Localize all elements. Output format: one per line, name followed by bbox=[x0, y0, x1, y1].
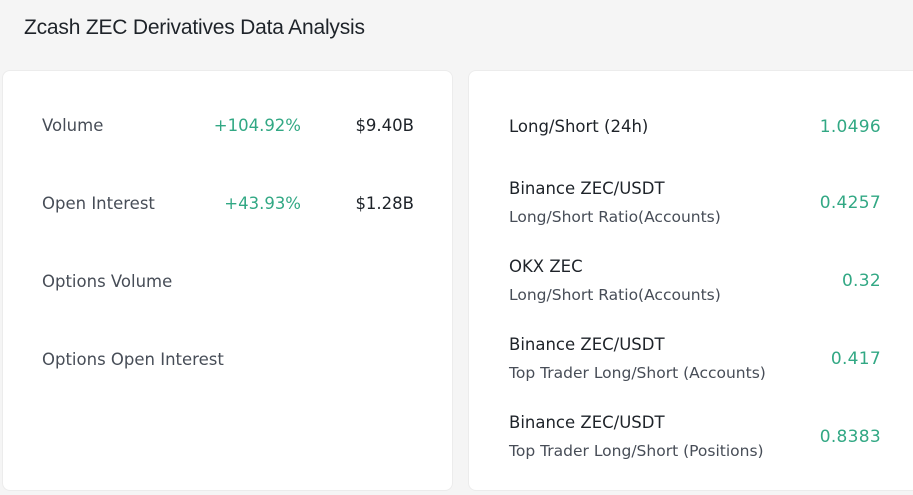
long-short-card: Long/Short (24h) 1.0496 Binance ZEC/USDT… bbox=[468, 70, 913, 491]
ratio-subtitle: Top Trader Long/Short (Positions) bbox=[509, 442, 764, 460]
ratio-row-long-short-24h: Long/Short (24h) 1.0496 bbox=[509, 117, 881, 139]
stat-row-volume: Volume +104.92% $9.40B bbox=[42, 116, 422, 140]
ratio-row-binance-accounts: Binance ZEC/USDT Long/Short Ratio(Accoun… bbox=[509, 179, 881, 229]
page-title: Zcash ZEC Derivatives Data Analysis bbox=[24, 16, 365, 39]
ratio-subtitle: Top Trader Long/Short (Accounts) bbox=[509, 364, 766, 382]
ratio-value: 0.4257 bbox=[819, 193, 881, 213]
ratio-title: Binance ZEC/USDT bbox=[509, 335, 665, 354]
stat-value: $9.40B bbox=[355, 116, 414, 135]
stat-label: Options Open Interest bbox=[42, 350, 224, 369]
ratio-row-binance-top-trader-positions: Binance ZEC/USDT Top Trader Long/Short (… bbox=[509, 413, 881, 463]
ratio-row-binance-top-trader-accounts: Binance ZEC/USDT Top Trader Long/Short (… bbox=[509, 335, 881, 385]
stat-row-open-interest: Open Interest +43.93% $1.28B bbox=[42, 194, 422, 218]
stat-label: Open Interest bbox=[42, 194, 155, 213]
ratio-title: Long/Short (24h) bbox=[509, 117, 649, 136]
ratio-title: OKX ZEC bbox=[509, 257, 583, 276]
stat-label: Options Volume bbox=[42, 272, 173, 291]
stat-row-options-open-interest: Options Open Interest bbox=[42, 350, 422, 374]
ratio-value: 0.8383 bbox=[819, 427, 881, 447]
ratio-title: Binance ZEC/USDT bbox=[509, 179, 665, 198]
market-stats-card: Volume +104.92% $9.40B Open Interest +43… bbox=[2, 70, 453, 491]
ratio-row-okx-accounts: OKX ZEC Long/Short Ratio(Accounts) 0.32 bbox=[509, 257, 881, 307]
stat-change: +43.93% bbox=[224, 194, 301, 213]
ratio-title: Binance ZEC/USDT bbox=[509, 413, 665, 432]
ratio-value: 1.0496 bbox=[819, 117, 881, 137]
ratio-value: 0.417 bbox=[830, 349, 881, 369]
stat-label: Volume bbox=[42, 116, 104, 135]
stat-change: +104.92% bbox=[213, 116, 301, 135]
ratio-value: 0.32 bbox=[841, 271, 881, 291]
stat-row-options-volume: Options Volume bbox=[42, 272, 422, 296]
stat-value: $1.28B bbox=[355, 194, 414, 213]
ratio-subtitle: Long/Short Ratio(Accounts) bbox=[509, 208, 721, 226]
ratio-subtitle: Long/Short Ratio(Accounts) bbox=[509, 286, 721, 304]
